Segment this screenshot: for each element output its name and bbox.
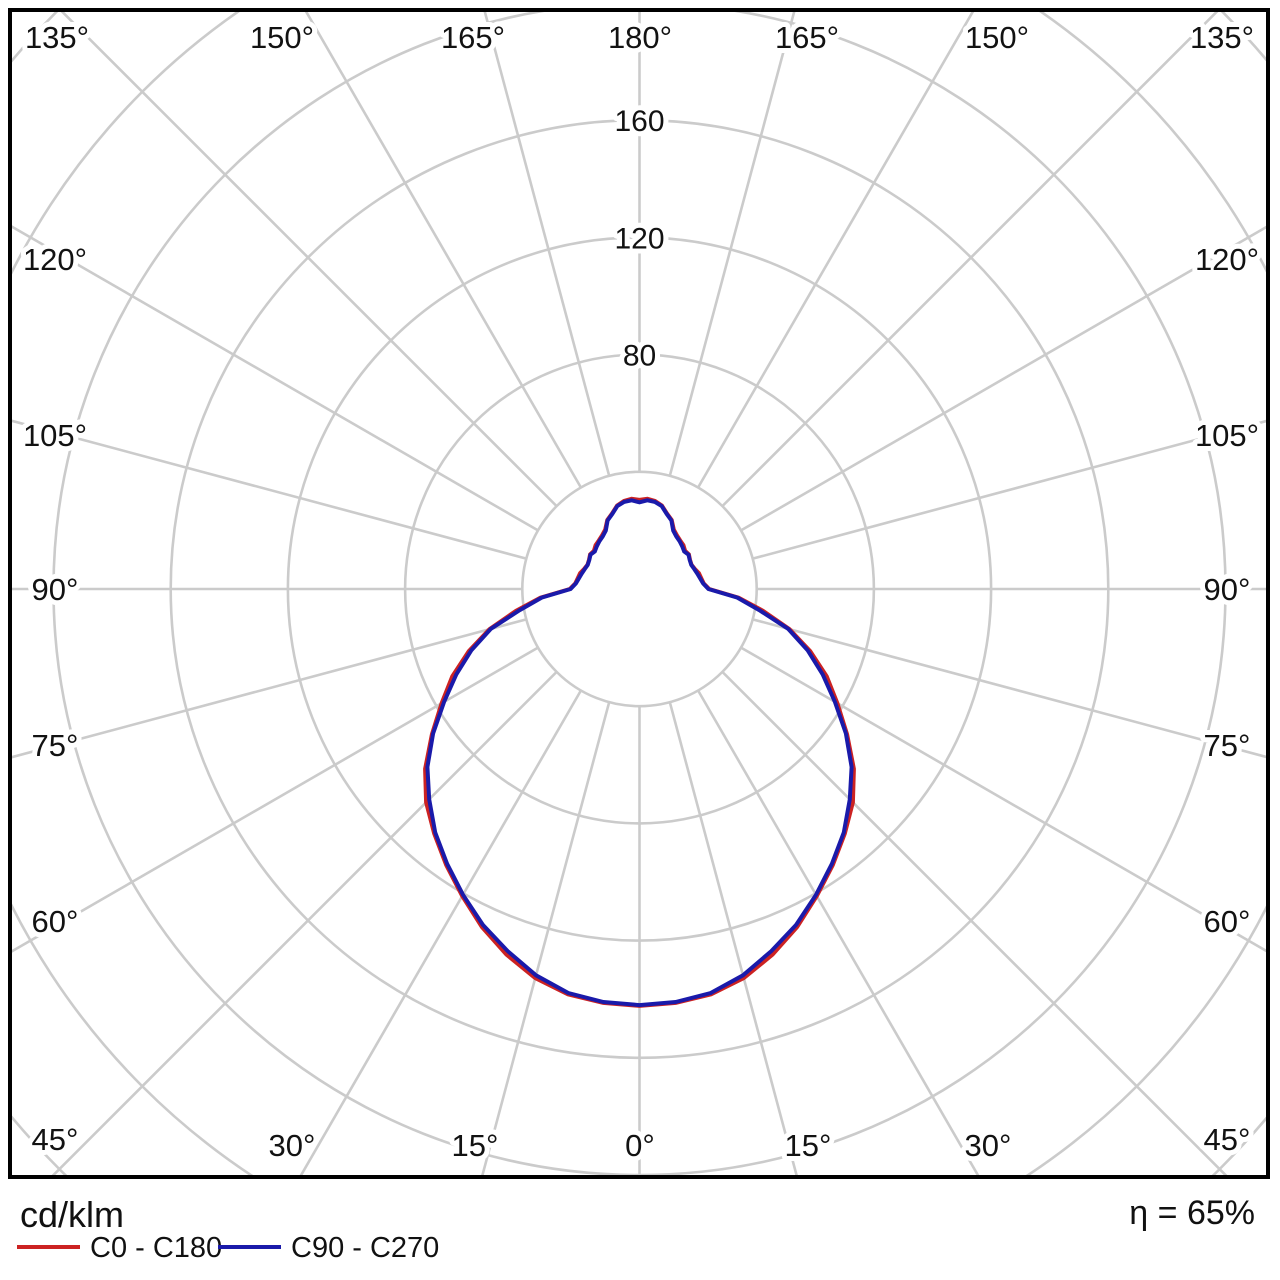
angle-label: 90° <box>1204 572 1251 607</box>
radial-tick-label: 160 <box>614 105 664 138</box>
angle-label: 105° <box>23 418 87 453</box>
grid-ray <box>483 12 611 477</box>
angle-label: 60° <box>32 904 79 939</box>
angle-label: 150° <box>250 20 314 55</box>
angle-label: 165° <box>775 20 839 55</box>
grid-ray <box>668 701 798 1175</box>
angle-label: 15° <box>452 1128 499 1163</box>
grid-circle <box>520 470 758 708</box>
grid-ray <box>752 419 1266 560</box>
angle-label: 45° <box>1204 1122 1251 1157</box>
grid-ray <box>481 701 611 1175</box>
angle-label: 135° <box>25 20 89 55</box>
angle-label: 105° <box>1195 418 1259 453</box>
grid-ray <box>668 12 796 477</box>
grid-ray <box>12 618 527 759</box>
angle-label: 75° <box>1204 728 1251 763</box>
grid-ray <box>12 225 539 532</box>
intensity-curves <box>423 496 856 1008</box>
grid-ray <box>696 12 975 489</box>
efficiency-label: η = 65% <box>1129 1194 1255 1232</box>
legend: cd/klm C0 - C180 C90 - C270 η = 65% <box>17 1194 1255 1264</box>
grid-ray <box>740 225 1266 532</box>
grid-ray <box>721 670 1228 1175</box>
grid-ray <box>51 670 558 1175</box>
angle-label: 60° <box>1204 904 1251 939</box>
angle-label: 120° <box>1195 242 1259 277</box>
radial-tick-label: 120 <box>614 222 664 255</box>
chart-border <box>8 8 1270 1179</box>
angle-label: 30° <box>965 1128 1012 1163</box>
angle-label: 75° <box>32 728 79 763</box>
unit-label: cd/klm <box>20 1194 124 1235</box>
grid-ray <box>696 689 980 1175</box>
grid-ray <box>740 646 1266 953</box>
angle-label: 120° <box>23 242 87 277</box>
legend-label-c0-c180: C0 - C180 <box>90 1232 222 1264</box>
grid-ray <box>752 618 1266 759</box>
angle-label: 15° <box>785 1128 832 1163</box>
angle-label: 30° <box>269 1128 316 1163</box>
legend-label-c90-c270: C90 - C270 <box>291 1232 439 1264</box>
grid-ray <box>721 12 1219 508</box>
radial-tick-label: 80 <box>623 340 656 373</box>
angle-label: 90° <box>32 572 79 607</box>
angle-label: 45° <box>32 1122 79 1157</box>
angle-label: 165° <box>441 20 505 55</box>
angle-label: 0° <box>625 1128 655 1163</box>
grid-ray <box>299 689 583 1175</box>
curve-c90-c270 <box>425 498 854 1008</box>
axis-labels: 80 120 160 135° 150° 165° 180° 165° 150° 135° 120°… <box>18 15 1264 1168</box>
grid-ray <box>304 12 583 489</box>
angle-label: 135° <box>1190 20 1254 55</box>
grid-ray <box>12 646 539 953</box>
angle-label: 180° <box>608 20 672 55</box>
grid-ray <box>60 12 558 508</box>
grid-ray <box>12 419 527 560</box>
angle-label: 150° <box>965 20 1029 55</box>
